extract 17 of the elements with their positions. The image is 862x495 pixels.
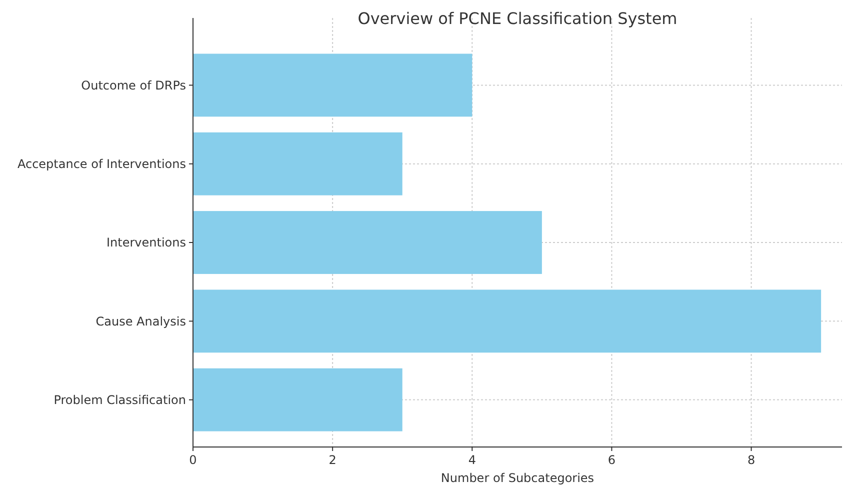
x-tick-label: 2 xyxy=(328,453,336,467)
y-tick-label: Outcome of DRPs xyxy=(81,78,186,92)
bar xyxy=(193,211,542,274)
bar xyxy=(193,54,472,117)
y-tick-label: Problem Classification xyxy=(54,393,186,408)
x-tick-label: 6 xyxy=(608,453,616,467)
y-tick-label: Cause Analysis xyxy=(96,314,186,328)
x-tick-label: 4 xyxy=(468,453,476,467)
bar xyxy=(193,368,402,432)
chart-title: Overview of PCNE Classification System xyxy=(358,9,678,28)
x-tick-label: 8 xyxy=(747,453,756,467)
y-tick-label: Acceptance of Interventions xyxy=(17,157,186,172)
bar xyxy=(193,132,402,196)
bar xyxy=(193,290,822,353)
x-axis-title: Number of Subcategories xyxy=(440,471,594,485)
x-tick-label: 0 xyxy=(189,453,197,467)
y-tick-label: Interventions xyxy=(106,236,186,250)
